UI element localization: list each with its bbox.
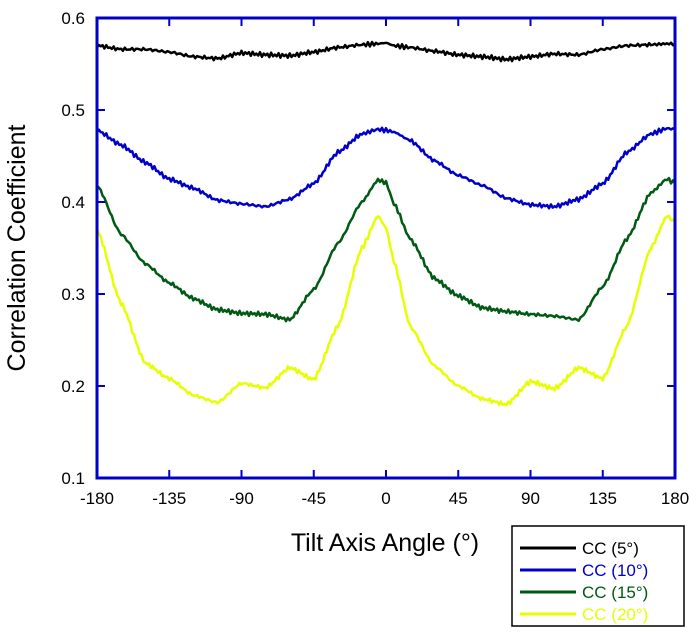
y-tick-label: 0.4 — [61, 193, 85, 212]
x-tick-label: 90 — [521, 489, 540, 508]
legend-label: CC (20°) — [582, 605, 648, 624]
y-axis-title: Correlation Coefficient — [3, 125, 31, 372]
series-layer — [95, 40, 677, 407]
x-tick-label: -135 — [152, 489, 186, 508]
legend-items: CC (5°) CC (10°) CC (15°) CC (20°) — [520, 539, 648, 624]
x-tick-label: -180 — [80, 489, 114, 508]
tick-layer: -180 -135 -90 -45 0 45 90 135 180 0.1 0.2 0.3 0.4 0.5… — [61, 9, 689, 508]
y-tick-label: 0.5 — [61, 101, 85, 120]
x-tick-label: 180 — [661, 489, 689, 508]
legend-label: CC (5°) — [582, 539, 639, 558]
x-tick-label: 135 — [589, 489, 617, 508]
legend-label: CC (15°) — [582, 583, 648, 602]
legend-label: CC (10°) — [582, 561, 648, 580]
y-tick-label: 0.1 — [61, 469, 85, 488]
x-axis-title: Tilt Axis Angle (°) — [291, 529, 479, 557]
series-line-1 — [96, 40, 676, 63]
legend: CC (5°) CC (10°) CC (15°) CC (20°) — [511, 525, 685, 627]
series-line-4 — [95, 214, 677, 407]
x-tick-label: 45 — [449, 489, 468, 508]
x-tick-label: -90 — [229, 489, 254, 508]
series-line-3 — [96, 176, 677, 323]
plot-frame — [95, 16, 677, 480]
y-tick-label: 0.6 — [61, 9, 85, 28]
x-tick-label: 0 — [381, 489, 390, 508]
y-tick-label: 0.2 — [61, 377, 85, 396]
y-tick-label: 0.3 — [61, 285, 85, 304]
series-line-2 — [95, 126, 676, 210]
x-tick-label: -45 — [301, 489, 326, 508]
legend-box — [511, 525, 685, 627]
